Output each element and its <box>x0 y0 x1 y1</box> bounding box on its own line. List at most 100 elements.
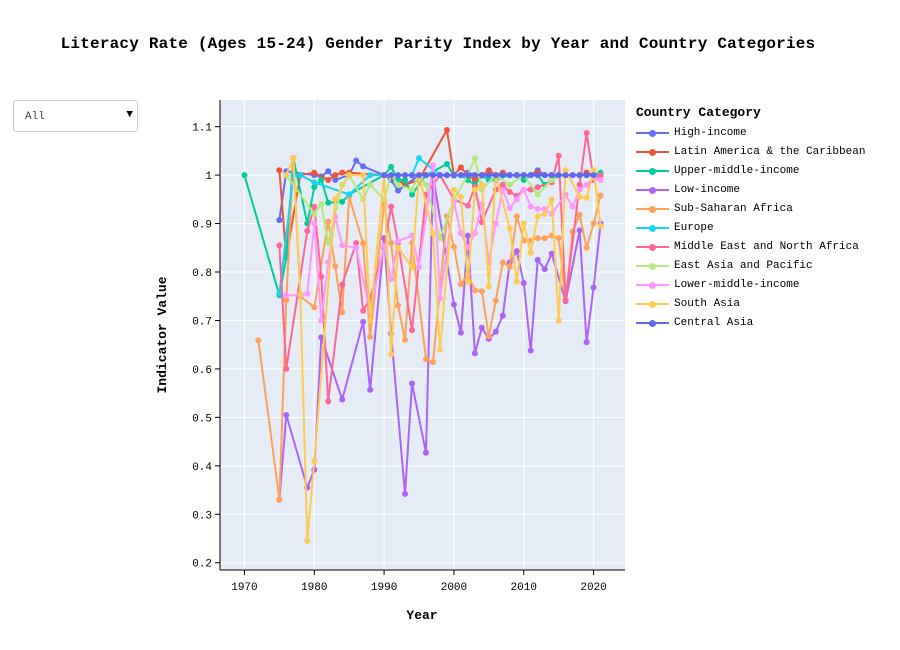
chevron-down-icon[interactable]: ▼ <box>126 109 133 121</box>
data-point <box>534 213 541 220</box>
data-point <box>367 317 374 324</box>
data-point <box>443 127 450 134</box>
data-point <box>416 264 423 271</box>
legend-swatch <box>636 319 669 327</box>
data-point <box>555 172 562 179</box>
legend-item[interactable]: South Asia <box>636 298 898 317</box>
data-point <box>555 152 562 159</box>
data-point <box>367 333 374 340</box>
data-point <box>290 155 297 162</box>
data-point <box>597 172 604 179</box>
data-point <box>429 172 436 179</box>
data-point <box>527 172 534 179</box>
data-point <box>422 356 429 363</box>
data-point <box>381 242 388 249</box>
legend-item[interactable]: Upper-middle-income <box>636 165 898 184</box>
data-point <box>416 155 423 162</box>
data-point <box>506 189 513 196</box>
legend-item[interactable]: Middle East and North Africa <box>636 241 898 260</box>
data-point <box>506 181 513 188</box>
data-point <box>583 181 590 188</box>
data-point <box>471 287 478 294</box>
data-point <box>569 203 576 210</box>
data-point <box>436 295 443 302</box>
data-point <box>464 202 471 209</box>
data-point <box>555 317 562 324</box>
data-point <box>583 244 590 251</box>
data-point <box>527 249 534 256</box>
data-point <box>534 172 541 179</box>
legend-item[interactable]: Central Asia <box>636 317 898 336</box>
data-point <box>332 196 339 203</box>
data-point <box>297 290 304 297</box>
data-point <box>325 176 332 183</box>
data-point <box>450 243 457 250</box>
legend-swatch <box>636 148 669 156</box>
legend-swatch <box>636 205 669 213</box>
data-point <box>409 191 416 198</box>
data-point <box>499 186 506 193</box>
data-point <box>457 329 464 336</box>
data-point <box>339 396 346 403</box>
legend-label: Low-income <box>674 184 741 196</box>
y-tick-label: 1 <box>205 171 212 183</box>
data-point <box>513 196 520 203</box>
legend-item[interactable]: Europe <box>636 222 898 241</box>
data-point <box>283 292 290 299</box>
data-point <box>464 232 471 239</box>
data-point <box>353 157 360 164</box>
data-point <box>395 302 402 309</box>
data-point <box>255 337 262 344</box>
data-point <box>520 186 527 193</box>
data-point <box>360 307 367 314</box>
data-point <box>450 301 457 308</box>
data-point <box>576 211 583 218</box>
data-point <box>360 172 367 179</box>
data-point <box>353 244 360 251</box>
data-point <box>520 172 527 179</box>
data-point <box>513 213 520 220</box>
data-point <box>276 217 283 224</box>
legend-label: Middle East and North Africa <box>674 241 859 253</box>
data-point <box>388 351 395 358</box>
data-point <box>409 172 416 179</box>
country-filter-dropdown[interactable]: All ▼ <box>13 100 138 132</box>
legend: Country Category High-income Latin Americ… <box>636 105 898 336</box>
legend-item[interactable]: Low-income <box>636 184 898 203</box>
data-point <box>450 186 457 193</box>
data-point <box>597 176 604 183</box>
legend-item[interactable]: High-income <box>636 127 898 146</box>
series-line <box>285 157 602 542</box>
y-axis-label: Indicator Value <box>155 276 170 393</box>
legend-item[interactable]: Sub-Saharan Africa <box>636 203 898 222</box>
data-point <box>388 276 395 283</box>
data-point <box>499 312 506 319</box>
data-point <box>597 222 604 229</box>
data-point <box>471 186 478 193</box>
data-point <box>492 297 499 304</box>
data-point <box>499 181 506 188</box>
legend-item[interactable]: East Asia and Pacific <box>636 260 898 279</box>
data-point <box>332 176 339 183</box>
data-point <box>360 163 367 170</box>
data-point <box>506 225 513 232</box>
data-point <box>388 239 395 246</box>
data-point <box>499 259 506 266</box>
x-tick-label: 2020 <box>580 582 606 594</box>
data-point <box>506 172 513 179</box>
data-point <box>513 248 520 255</box>
legend-item[interactable]: Lower-middle-income <box>636 279 898 298</box>
legend-swatch <box>636 129 669 137</box>
data-point <box>276 242 283 249</box>
data-point <box>541 172 548 179</box>
data-point <box>367 386 374 393</box>
data-point <box>485 333 492 340</box>
data-point <box>541 210 548 217</box>
data-point <box>436 235 443 242</box>
data-point <box>325 398 332 405</box>
dropdown-selected-value: All <box>25 111 45 123</box>
data-point <box>436 172 443 179</box>
legend-item[interactable]: Latin America & the Caribbean <box>636 146 898 165</box>
y-tick-label: 0.7 <box>192 316 212 328</box>
data-point <box>562 297 569 304</box>
